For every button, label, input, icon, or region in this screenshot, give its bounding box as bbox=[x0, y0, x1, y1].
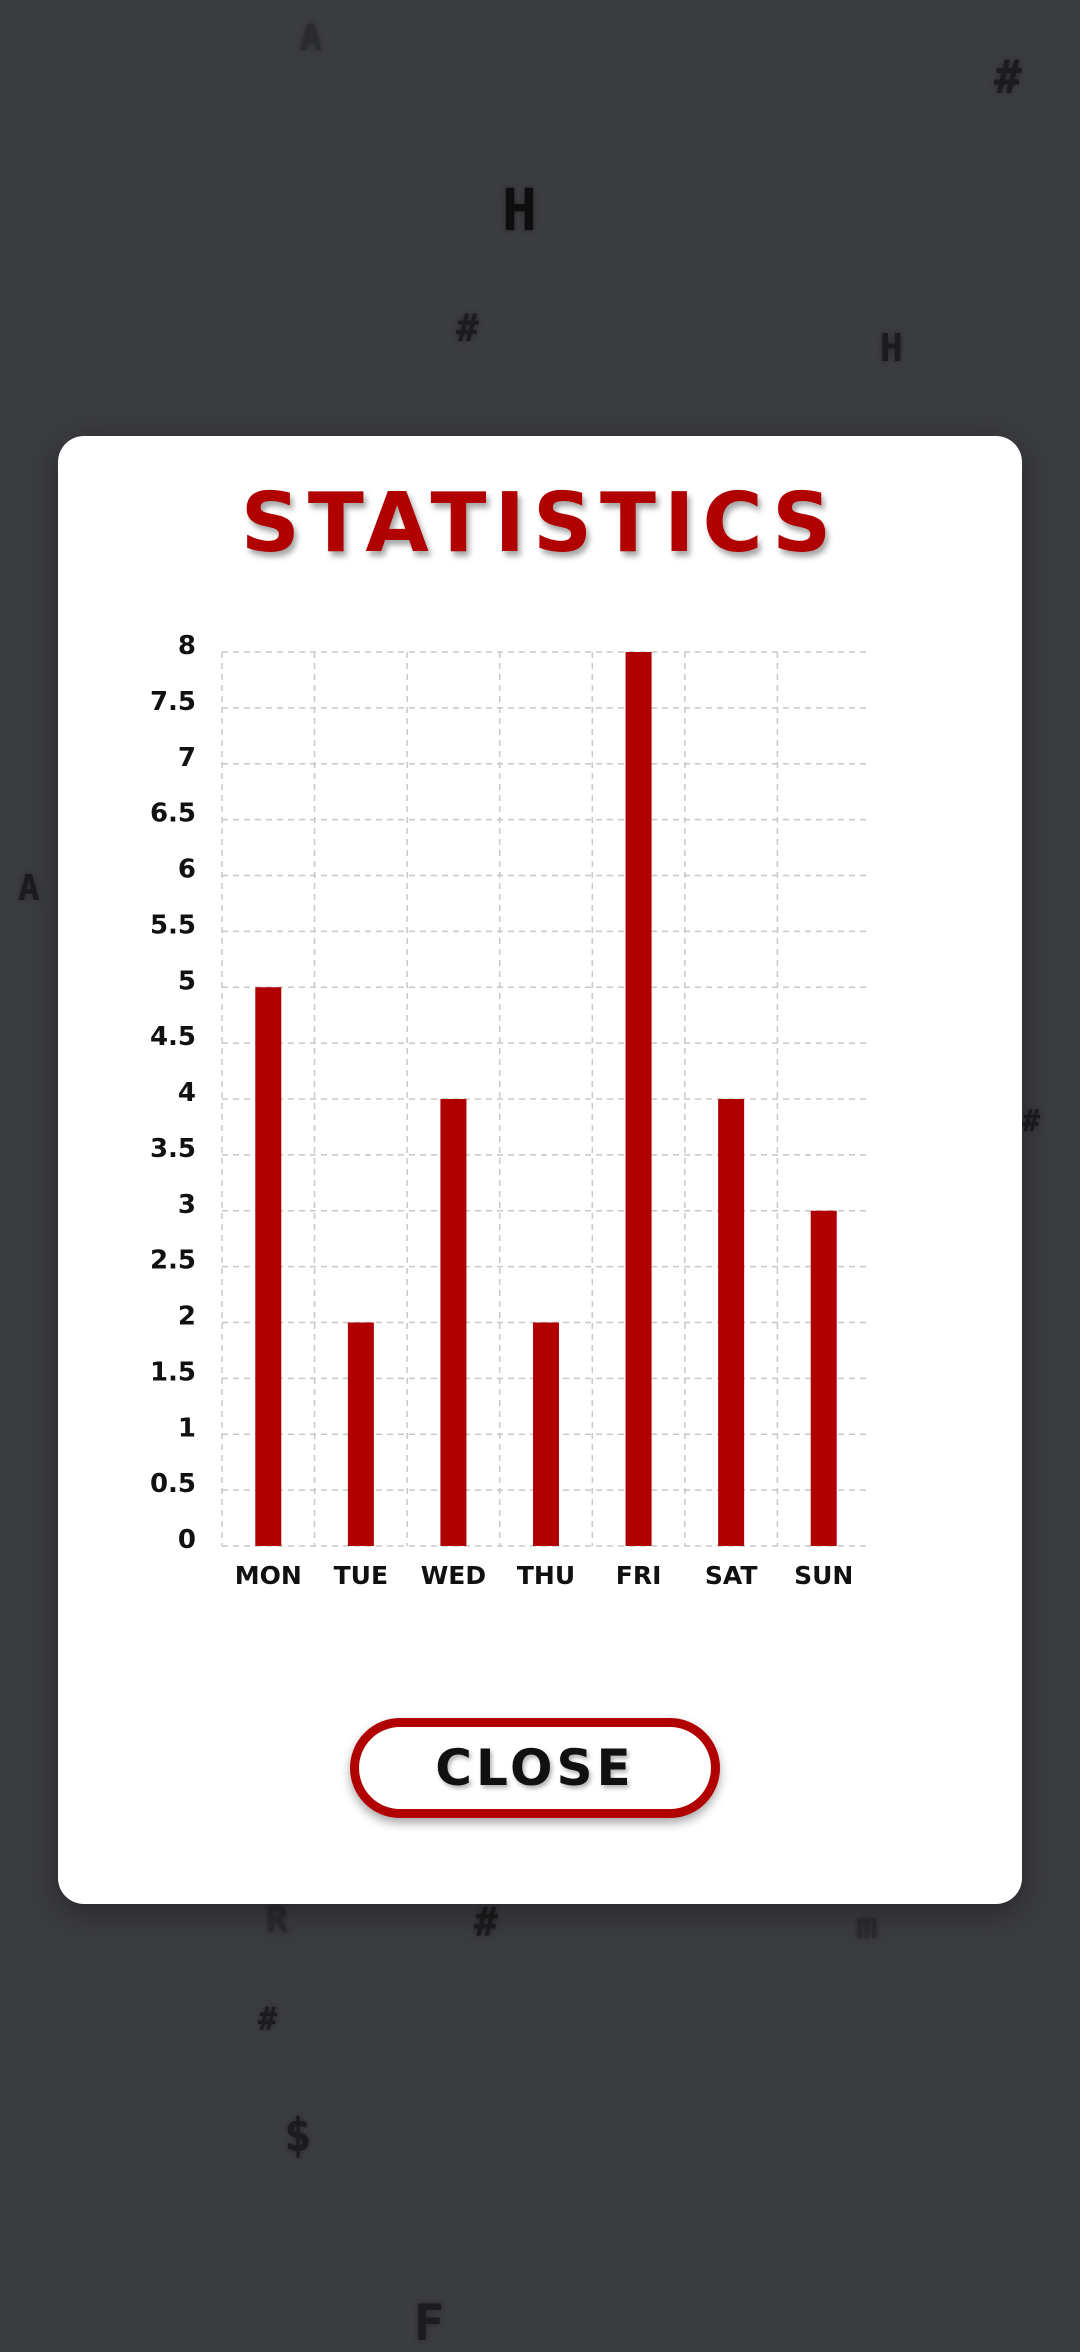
bar-chart: 0 0.5 1 1.5 2 2.5 3 3.5 4 4.5 5 5.5 6 6.5 7 7.5 8 MON TUE… bbox=[150, 631, 870, 1590]
background-glyph: # bbox=[474, 1900, 499, 1946]
chart-bars bbox=[255, 652, 837, 1546]
x-category-label: MON bbox=[235, 1561, 302, 1590]
y-tick-label: 1 bbox=[178, 1413, 196, 1443]
y-tick-label: 8 bbox=[178, 631, 196, 661]
background-glyph: # bbox=[994, 50, 1022, 104]
bar-mon bbox=[255, 987, 282, 1546]
background-glyph: # bbox=[258, 2000, 278, 2038]
background-glyph: # bbox=[456, 306, 479, 350]
y-tick-label: 7 bbox=[178, 743, 196, 773]
background-glyph: H bbox=[880, 326, 903, 370]
x-category-label: TUE bbox=[334, 1561, 388, 1590]
y-tick-label: 0 bbox=[178, 1525, 196, 1555]
y-tick-label: 4.5 bbox=[150, 1022, 196, 1052]
y-tick-label: 3 bbox=[178, 1190, 196, 1220]
y-tick-label: 4 bbox=[178, 1078, 196, 1108]
bar-tue bbox=[347, 1322, 374, 1546]
bar-fri bbox=[625, 652, 652, 1546]
background-glyph: # bbox=[1022, 1104, 1041, 1139]
y-tick-label: 5.5 bbox=[150, 910, 196, 940]
close-button[interactable]: CLOSE bbox=[350, 1718, 720, 1818]
y-tick-label: 6.5 bbox=[150, 799, 196, 829]
bar-sun bbox=[810, 1210, 837, 1546]
x-category-label: SUN bbox=[794, 1561, 853, 1590]
x-axis-categories: MON TUE WED THU FRI SAT SUN bbox=[235, 1561, 854, 1590]
y-tick-label: 2 bbox=[178, 1302, 196, 1332]
background-glyph: A bbox=[18, 868, 40, 909]
close-button-label: CLOSE bbox=[435, 1739, 635, 1797]
background-glyph: R bbox=[266, 1900, 288, 1941]
background-glyph: H bbox=[502, 176, 537, 244]
dialog-title: STATISTICS bbox=[240, 476, 840, 571]
y-tick-label: 0.5 bbox=[150, 1469, 196, 1499]
y-axis-ticks: 0 0.5 1 1.5 2 2.5 3 3.5 4 4.5 5 5.5 6 6.5 7 7.5 8 bbox=[150, 631, 196, 1555]
y-tick-label: 2.5 bbox=[150, 1246, 196, 1276]
bar-wed bbox=[440, 1099, 467, 1546]
statistics-dialog: STATISTICS 0 0.5 1 1.5 2 2.5 3 3.5 4 4.5 5 5.5 6 6.5 7… bbox=[58, 436, 1022, 1904]
y-tick-label: 6 bbox=[178, 855, 196, 885]
background-glyph: m bbox=[856, 1906, 878, 1947]
bar-thu bbox=[533, 1322, 559, 1546]
y-tick-label: 3.5 bbox=[150, 1134, 196, 1164]
x-category-label: SAT bbox=[705, 1561, 757, 1590]
background-glyph: $ bbox=[284, 2108, 312, 2162]
background-glyph: A bbox=[300, 18, 322, 59]
y-tick-label: 7.5 bbox=[150, 687, 196, 717]
x-category-label: WED bbox=[421, 1561, 486, 1590]
background-glyph: F bbox=[414, 2294, 445, 2352]
bar-sat bbox=[718, 1099, 745, 1546]
y-tick-label: 5 bbox=[178, 966, 196, 996]
y-tick-label: 1.5 bbox=[150, 1357, 196, 1387]
x-category-label: FRI bbox=[616, 1561, 662, 1590]
x-category-label: THU bbox=[517, 1561, 575, 1590]
